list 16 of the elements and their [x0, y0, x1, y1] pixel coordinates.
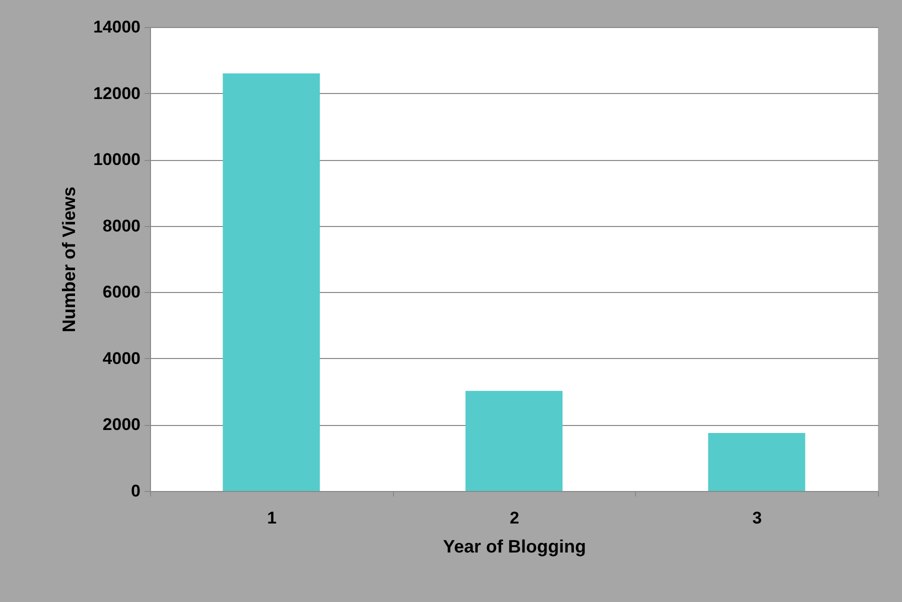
- y-tick-label: 6000: [102, 282, 140, 302]
- x-axis-title: Year of Blogging: [442, 536, 586, 556]
- y-tick-label: 10000: [93, 150, 140, 170]
- bar: [708, 433, 806, 491]
- bar: [465, 390, 563, 491]
- x-tick-label: 1: [267, 508, 277, 528]
- y-tick-label: 12000: [93, 84, 140, 103]
- y-axis-title: Number of Views: [59, 186, 80, 332]
- y-tick-label: 4000: [102, 348, 140, 368]
- y-tick-label: 8000: [102, 216, 140, 236]
- x-tick-label: 2: [510, 508, 520, 528]
- y-tick-label: 14000: [93, 18, 140, 36]
- y-tick-label: 0: [131, 482, 140, 500]
- y-tick-label: 2000: [102, 415, 140, 434]
- x-tick-label: 3: [752, 508, 762, 528]
- bar: [222, 73, 320, 491]
